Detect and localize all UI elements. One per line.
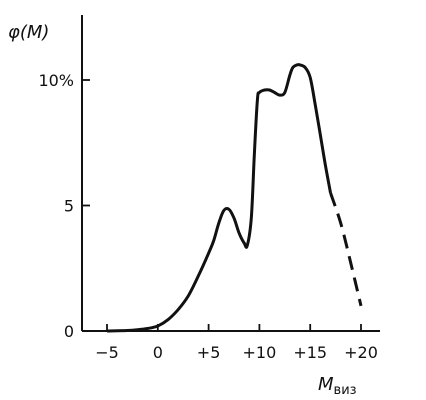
- labels: φ(M) Mвиз: [8, 22, 357, 398]
- x-tick-label: −5: [95, 343, 119, 362]
- axes: [81, 15, 380, 332]
- y-tick-label: 10%: [38, 71, 74, 90]
- y-tick-label: 5: [64, 197, 74, 216]
- curve-observed-solid: [106, 63, 332, 333]
- y-axis-label: φ(M): [8, 22, 49, 43]
- x-axis-label-sub: виз: [334, 383, 357, 398]
- y-tick-label: 0: [64, 322, 74, 341]
- x-axis-label-main: M: [318, 374, 334, 395]
- x-axis-label: Mвиз: [318, 374, 357, 398]
- ticks: −5 0 +5 +10 +15 +20 0 5 10%: [38, 71, 377, 362]
- x-tick-label: 0: [153, 343, 163, 362]
- x-tick-label: +15: [293, 343, 327, 362]
- curve-extrapolated-dashed: [329, 192, 363, 307]
- series: [106, 63, 363, 333]
- x-tick-label: +10: [243, 343, 277, 362]
- x-tick-label: +5: [197, 343, 221, 362]
- x-tick-label: +20: [344, 343, 378, 362]
